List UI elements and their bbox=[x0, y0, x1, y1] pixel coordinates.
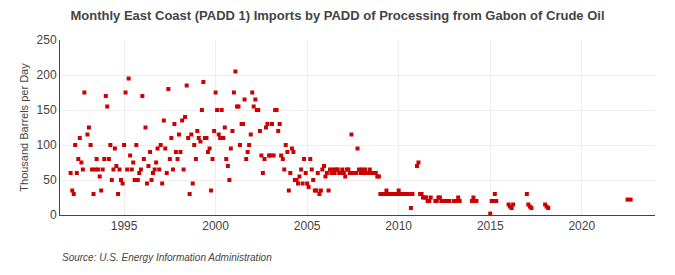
svg-text:200: 200 bbox=[37, 68, 57, 82]
svg-text:Monthly East Coast (PADD 1) Im: Monthly East Coast (PADD 1) Imports by P… bbox=[70, 8, 604, 23]
svg-text:2020: 2020 bbox=[568, 219, 595, 233]
svg-text:2005: 2005 bbox=[294, 219, 321, 233]
svg-text:50: 50 bbox=[43, 173, 57, 187]
svg-text:150: 150 bbox=[37, 103, 57, 117]
svg-text:2015: 2015 bbox=[477, 219, 504, 233]
svg-text:1995: 1995 bbox=[111, 219, 138, 233]
svg-text:2010: 2010 bbox=[385, 219, 412, 233]
svg-text:Source: U.S. Energy Informatio: Source: U.S. Energy Information Administ… bbox=[62, 252, 272, 263]
svg-text:100: 100 bbox=[37, 138, 57, 152]
svg-text:2000: 2000 bbox=[202, 219, 229, 233]
svg-text:0: 0 bbox=[50, 208, 57, 222]
svg-text:250: 250 bbox=[37, 33, 57, 47]
svg-text:Thousand Barrels per Day: Thousand Barrels per Day bbox=[18, 63, 30, 192]
